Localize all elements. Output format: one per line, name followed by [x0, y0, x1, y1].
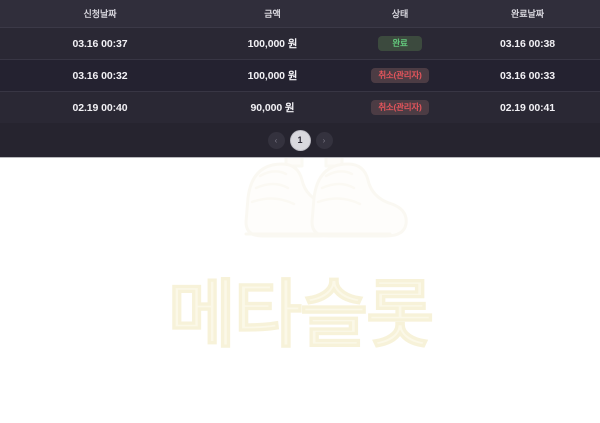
cell-request-date: 02.19 00:40: [72, 101, 128, 114]
cell-request-date: 03.16 00:32: [72, 69, 128, 82]
column-header-complete-date: 완료날짜: [455, 0, 600, 28]
cell-amount: 90,000 원: [250, 102, 295, 114]
watermark-brand-text: 메타슬롯: [167, 273, 434, 356]
status-badge: 완료: [378, 35, 422, 52]
cell-status: 완료: [345, 28, 455, 60]
cell-amount: 100,000 원: [247, 38, 298, 50]
cell-complete-date: 03.16 00:38: [500, 37, 555, 50]
table-header: 신청날짜 금액 상태 완료날짜: [0, 0, 600, 28]
table-row[interactable]: 03.16 00:32 100,000 원 취소(관리자) 03.16 00:3…: [0, 59, 600, 92]
column-header-request-date: 신청날짜: [0, 0, 200, 28]
cell-status: 취소(관리자): [345, 60, 455, 92]
chevron-right-icon[interactable]: ›: [315, 131, 333, 149]
table-row[interactable]: 02.19 00:40 90,000 원 취소(관리자) 02.19 00:41: [0, 91, 600, 124]
pagination: ‹ 1 ›: [0, 123, 600, 157]
cell-request-date: 03.16 00:37: [72, 37, 128, 50]
transaction-table: 신청날짜 금액 상태 완료날짜 03.16 00:37 100,000 원 완료…: [0, 0, 600, 123]
transaction-panel: 신청날짜 금액 상태 완료날짜 03.16 00:37 100,000 원 완료…: [0, 0, 600, 158]
cell-complete-date: 02.19 00:41: [500, 101, 555, 114]
table-header-row: 신청날짜 금액 상태 완료날짜: [0, 0, 600, 28]
table-body: 03.16 00:37 100,000 원 완료 03.16 00:38 03.…: [0, 27, 600, 124]
cell-status: 취소(관리자): [345, 92, 455, 124]
table-row[interactable]: 03.16 00:37 100,000 원 완료 03.16 00:38: [0, 27, 600, 60]
column-header-status: 상태: [345, 0, 455, 28]
column-header-amount: 금액: [200, 0, 345, 28]
chevron-left-icon[interactable]: ‹: [267, 131, 285, 149]
status-badge: 취소(관리자): [371, 67, 429, 84]
page-button-1[interactable]: 1: [290, 130, 310, 150]
cell-amount: 100,000 원: [247, 70, 298, 82]
status-badge: 취소(관리자): [371, 99, 429, 116]
cell-complete-date: 03.16 00:33: [500, 69, 555, 82]
